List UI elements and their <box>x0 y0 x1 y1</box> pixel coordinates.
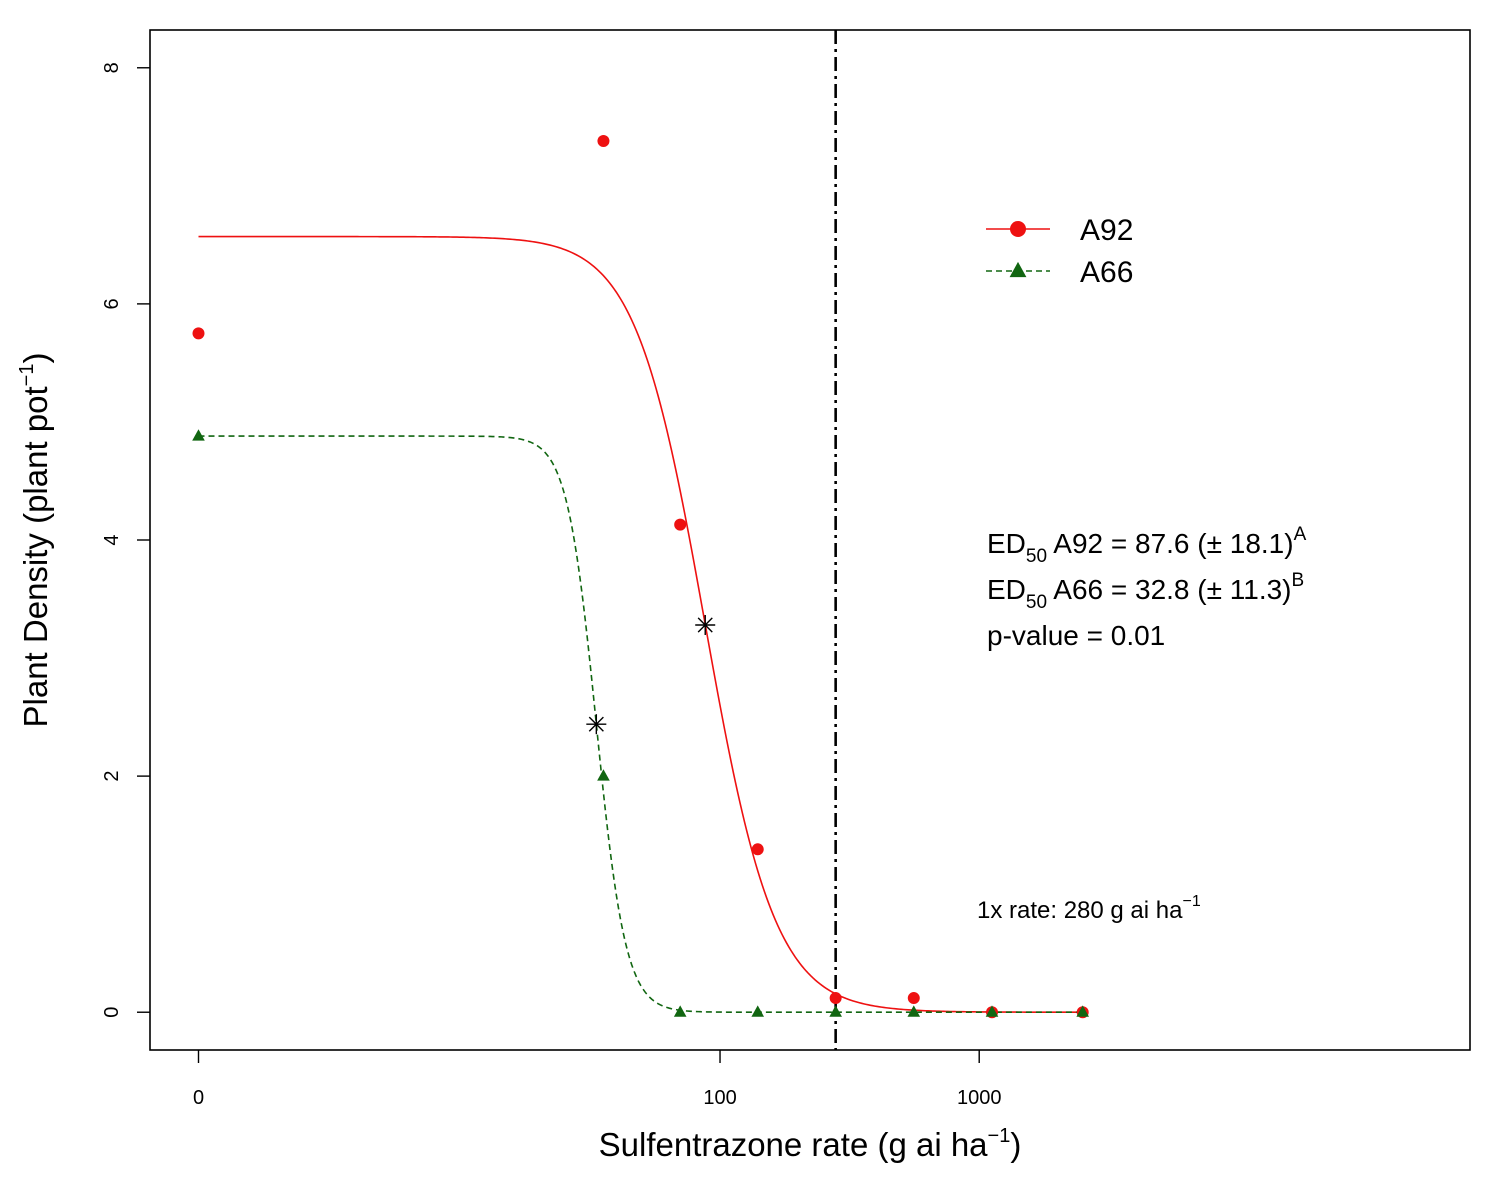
point-a66 <box>907 1005 921 1017</box>
stats-subscript: 50 <box>1026 546 1047 567</box>
y-tick-label: 8 <box>101 62 123 73</box>
y-axis-title-sup: −1 <box>16 364 38 387</box>
point-a66 <box>751 1005 765 1017</box>
rate-note-text: 1x rate: 280 g ai ha <box>977 897 1183 924</box>
point-a66 <box>1076 1005 1089 1017</box>
rate-note: 1x rate: 280 g ai ha−1 <box>977 893 1201 924</box>
axis-ticks: 0 100 1000 0 2 4 6 8 <box>101 62 1001 1109</box>
point-a92 <box>751 843 764 856</box>
y-axis-title: Plant Density (plant pot−1) <box>16 353 54 728</box>
y-axis-title-text: Plant Density (plant pot <box>17 386 54 727</box>
x-axis-title-text: Sulfentrazone rate (g ai ha <box>599 1126 989 1163</box>
fit-curve-a92 <box>198 235 1083 1014</box>
y-axis-title-close: ) <box>17 353 54 364</box>
stats-line-2: ED50 A66 = 32.8 (± 11.3)B <box>987 570 1304 613</box>
fit-curve-a66 <box>198 435 1083 1014</box>
ed50-asterisk-stroke <box>588 716 604 732</box>
stats-prefix: ED <box>987 574 1026 605</box>
legend-marker-a66 <box>1009 261 1027 278</box>
x-axis-title: Sulfentrazone rate (g ai ha−1) <box>599 1125 1022 1163</box>
y-tick-label: 6 <box>101 298 123 309</box>
stats-subscript: 50 <box>1026 592 1047 613</box>
ed50-asterisk-stroke <box>697 617 713 633</box>
fit-curves <box>198 235 1083 1014</box>
x-axis-title-sup: −1 <box>988 1125 1011 1147</box>
point-a92 <box>907 992 920 1005</box>
point-a92 <box>597 134 610 147</box>
text-labels: Sulfentrazone rate (g ai ha−1)Plant Dens… <box>16 353 1307 1164</box>
ed50-marker-a66 <box>586 714 607 735</box>
legend-label-a92: A92 <box>1080 214 1133 247</box>
y-tick-label: 2 <box>101 771 123 782</box>
y-tick-label: 0 <box>101 1007 123 1018</box>
stats-prefix: ED <box>987 528 1026 559</box>
stats-text: A92 = 87.6 (± 18.1) <box>1047 528 1294 559</box>
point-a66 <box>985 1005 999 1017</box>
stats-superscript: B <box>1292 570 1305 591</box>
legend-label-a66: A66 <box>1080 256 1133 289</box>
point-a66 <box>597 769 610 781</box>
stats-line-1: ED50 A92 = 87.6 (± 18.1)A <box>987 524 1307 567</box>
ed50-marker-a92 <box>695 615 716 635</box>
stats-text: A66 = 32.8 (± 11.3) <box>1047 574 1291 605</box>
x-tick-label: 1000 <box>957 1087 1002 1109</box>
point-a66 <box>192 429 205 441</box>
x-tick-label: 100 <box>703 1087 736 1109</box>
legend-marker-a92 <box>1010 221 1026 237</box>
x-tick-label: 0 <box>193 1087 204 1109</box>
point-a92 <box>192 327 205 340</box>
stats-line-3: p-value = 0.01 <box>987 620 1165 651</box>
stats-superscript: A <box>1294 524 1307 545</box>
data-points <box>192 134 1089 1019</box>
point-a92 <box>829 992 842 1005</box>
stats-text: p-value = 0.01 <box>987 620 1165 651</box>
rate-note-sup: −1 <box>1182 893 1200 910</box>
x-axis-title-close: ) <box>1010 1126 1021 1163</box>
point-a66 <box>829 1005 842 1017</box>
point-a66 <box>673 1005 687 1017</box>
y-tick-label: 4 <box>101 534 123 545</box>
point-a92 <box>674 518 687 531</box>
